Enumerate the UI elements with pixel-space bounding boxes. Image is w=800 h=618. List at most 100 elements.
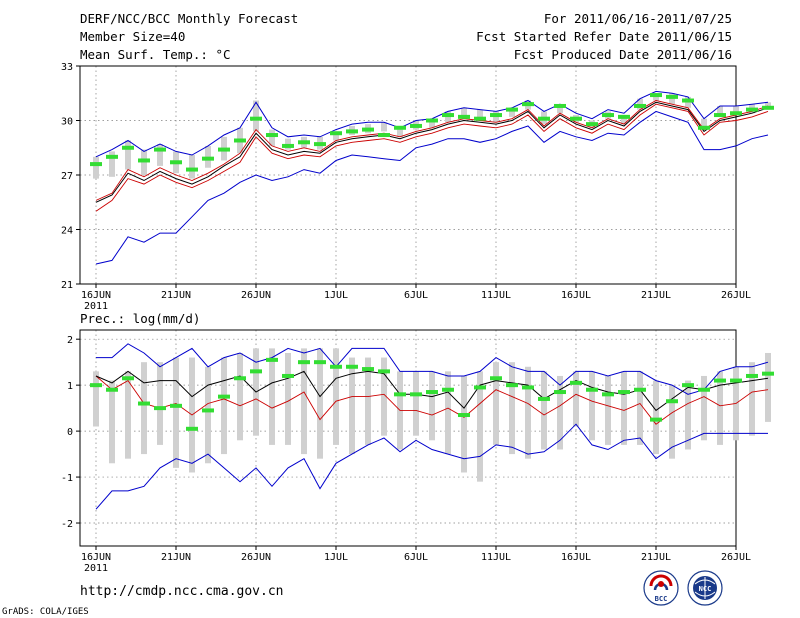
precip-ensemble-box xyxy=(509,362,515,455)
precip-observed-marker xyxy=(106,387,118,392)
temp-observed-marker xyxy=(666,94,678,99)
precip-observed-marker xyxy=(154,406,166,411)
precip-observed-marker xyxy=(122,376,134,381)
temp-ensemble-box xyxy=(269,129,275,146)
precip-ensemble-box xyxy=(333,348,339,445)
precip-observed-marker xyxy=(650,417,662,422)
temp-observed-marker xyxy=(378,133,390,138)
precip-ensemble-box xyxy=(285,352,291,445)
precip-ensemble-box xyxy=(765,352,771,422)
precip-ensemble-box xyxy=(749,362,755,436)
temp-x-tick-label: 21JUL xyxy=(641,290,671,301)
precip-ensemble-box xyxy=(525,366,531,459)
precip-observed-marker xyxy=(170,403,182,408)
temp-y-tick-label: 27 xyxy=(61,171,73,182)
precip-observed-marker xyxy=(458,413,470,418)
precip-observed-marker xyxy=(570,380,582,385)
precip-x-tick-label: 16JUL xyxy=(561,552,591,563)
precip-median-line xyxy=(95,375,769,425)
precip-max-line xyxy=(96,343,769,395)
precip-ensemble-box xyxy=(653,380,659,455)
precip-observed-marker xyxy=(346,364,358,369)
temp-ensemble-box xyxy=(621,115,627,125)
precip-ensemble-box xyxy=(365,357,371,445)
temp-observed-marker xyxy=(746,107,758,112)
precip-ensemble-box xyxy=(109,380,115,464)
precip-ensemble-box xyxy=(157,362,163,445)
precip-ensemble-box xyxy=(93,371,99,427)
precip-ensemble-box xyxy=(477,371,483,482)
temp-y-tick-label: 24 xyxy=(61,226,73,237)
precip-ensemble-box xyxy=(557,375,563,450)
precip-ensemble-box xyxy=(173,357,179,468)
temp-ensemble-box xyxy=(733,105,739,116)
precip-x-tick-label: 6JUL xyxy=(404,552,428,563)
temp-ensemble-box xyxy=(557,105,563,114)
temp-observed-marker xyxy=(122,145,134,150)
temp-x-tick-label: 11JUL xyxy=(481,290,511,301)
bcc-logo: BCC xyxy=(643,570,679,606)
precip-ensemble-box xyxy=(317,348,323,459)
temperature-panel: 16JUN 21JUN 26JUN 1JUL 6JUL 11JUL 16JUL 21JUL 26… xyxy=(61,62,774,312)
precip-y-tick-label: -2 xyxy=(61,519,73,530)
precip-x-year-label: 2011 xyxy=(84,563,108,574)
precip-observed-marker xyxy=(554,390,566,395)
temp-observed-marker xyxy=(218,147,230,152)
temp-x-year-label: 2011 xyxy=(84,301,108,312)
temp-mean-line xyxy=(95,101,769,203)
temp-observed-marker xyxy=(586,122,598,127)
temp-observed-marker xyxy=(394,125,406,130)
temp-observed-marker xyxy=(570,116,582,121)
precip-observed-marker xyxy=(330,364,342,369)
precip-ensemble-box xyxy=(717,371,723,445)
temp-ensemble-box xyxy=(461,107,467,119)
precip-x-tick-label: 21JUN xyxy=(161,552,191,563)
footer-url: http://cmdp.ncc.cma.gov.cn xyxy=(80,584,284,599)
precip-observed-marker xyxy=(746,373,758,378)
precip-observed-marker xyxy=(602,392,614,397)
precip-observed-marker xyxy=(682,383,694,388)
temp-observed-marker xyxy=(618,114,630,119)
precip-observed-marker xyxy=(490,376,502,381)
precip-ensemble-box xyxy=(381,357,387,436)
temp-observed-marker xyxy=(314,142,326,147)
precip-ensemble-box xyxy=(461,375,467,473)
temp-observed-marker xyxy=(90,162,102,167)
precip-observed-marker xyxy=(730,378,742,383)
chart-title: DERF/NCC/BCC Monthly Forecast xyxy=(80,11,299,26)
precip-observed-marker xyxy=(250,369,262,374)
temp-min-line xyxy=(95,110,769,265)
precip-min-line xyxy=(95,423,768,510)
precip-observed-marker xyxy=(762,371,774,376)
precip-ensemble-box xyxy=(685,380,691,450)
precip-ensemble-box xyxy=(349,357,355,455)
temp-ensemble-box xyxy=(333,131,339,141)
produced-date: Fcst Produced Date 2011/06/16 xyxy=(513,47,732,62)
temp-observed-marker xyxy=(330,131,342,136)
precip-observed-marker xyxy=(618,390,630,395)
precip-ensemble-box xyxy=(125,371,131,459)
refer-date: Fcst Started Refer Date 2011/06/15 xyxy=(476,29,732,44)
precip-ensemble-box xyxy=(541,371,547,450)
temp-ensemble-box xyxy=(477,109,483,121)
precip-observed-marker xyxy=(634,387,646,392)
temp-observed-marker xyxy=(170,160,182,165)
precip-ensemble-box xyxy=(701,375,707,441)
bcc-logo-text: BCC xyxy=(655,595,668,603)
precip-observed-marker xyxy=(202,408,214,413)
precip-x-tick-label: 1JUL xyxy=(324,552,348,563)
precip-y-tick-label: -1 xyxy=(61,473,73,484)
precip-y-tick-label: 0 xyxy=(67,427,73,438)
temp-observed-marker xyxy=(426,118,438,123)
precip-observed-marker xyxy=(186,426,198,431)
temp-observed-marker xyxy=(490,113,502,118)
temp-observed-marker xyxy=(458,114,470,119)
precip-observed-marker xyxy=(410,392,422,397)
temp-x-tick-label: 26JUN xyxy=(241,290,271,301)
precip-observed-marker xyxy=(426,390,438,395)
precip-ensemble-box xyxy=(413,371,419,436)
precip-ensemble-box xyxy=(637,371,643,445)
precip-x-tick-label: 11JUL xyxy=(481,552,511,563)
temp-ensemble-box xyxy=(429,118,435,128)
